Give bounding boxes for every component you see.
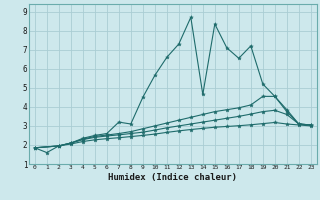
X-axis label: Humidex (Indice chaleur): Humidex (Indice chaleur) [108, 173, 237, 182]
